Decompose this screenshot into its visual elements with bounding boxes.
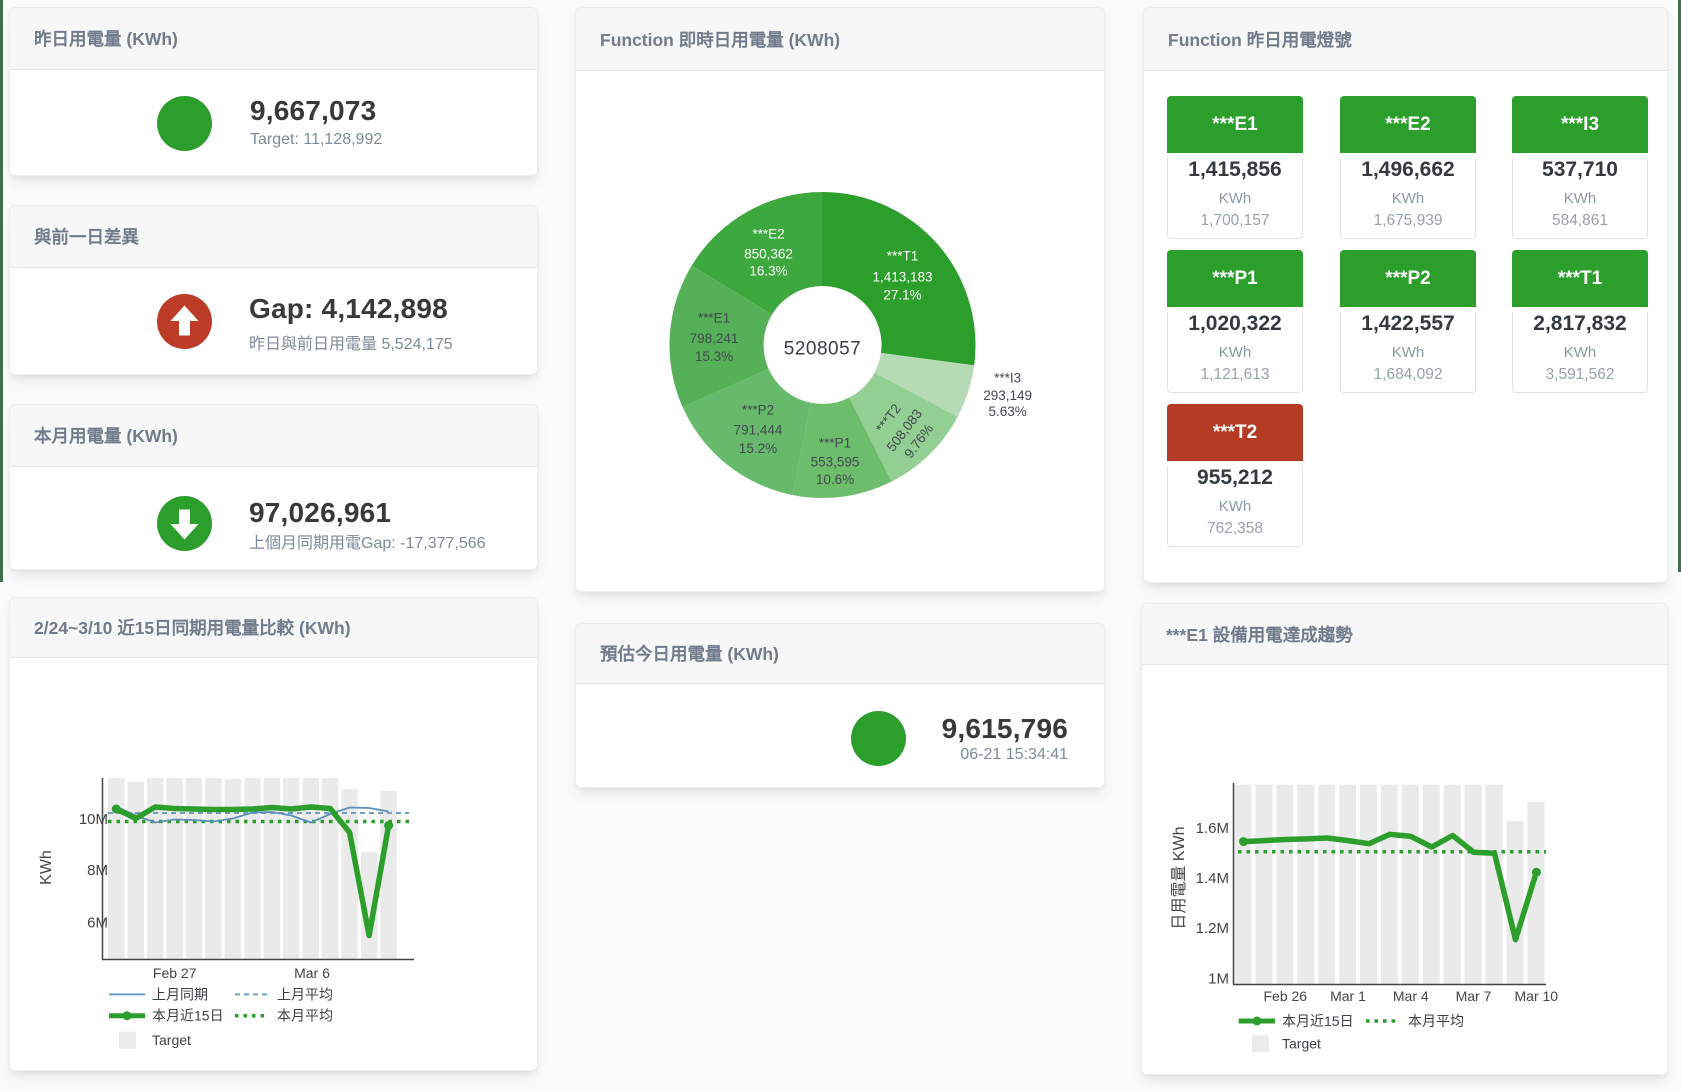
svg-text:791,444: 791,444 <box>734 423 783 438</box>
svg-text:8M: 8M <box>87 862 108 879</box>
svg-text:Mar 10: Mar 10 <box>1515 988 1559 1004</box>
svg-text:1M: 1M <box>1208 970 1229 987</box>
svg-text:1.4M: 1.4M <box>1196 870 1229 887</box>
svg-text:本月近15日: 本月近15日 <box>152 1008 224 1024</box>
svg-text:Mar 6: Mar 6 <box>294 965 330 981</box>
svg-text:本月近15日: 本月近15日 <box>1282 1013 1354 1029</box>
svg-text:10M: 10M <box>79 811 108 828</box>
svg-text:15.2%: 15.2% <box>739 441 777 456</box>
svg-text:Mar 7: Mar 7 <box>1456 988 1492 1004</box>
svg-text:1,413,183: 1,413,183 <box>872 270 932 285</box>
svg-text:293,149: 293,149 <box>983 388 1032 403</box>
svg-text:上月平均: 上月平均 <box>277 986 333 1002</box>
svg-text:Target: Target <box>152 1032 191 1048</box>
svg-text:***P2: ***P2 <box>742 402 774 417</box>
svg-text:***T1: ***T1 <box>887 249 919 264</box>
svg-text:Feb 27: Feb 27 <box>153 965 197 981</box>
svg-text:***I3: ***I3 <box>994 370 1021 385</box>
svg-text:15.3%: 15.3% <box>695 349 733 364</box>
svg-text:5208057: 5208057 <box>784 339 861 360</box>
svg-text:Feb 26: Feb 26 <box>1264 988 1308 1004</box>
svg-text:6M: 6M <box>87 914 108 931</box>
svg-text:本月平均: 本月平均 <box>1408 1013 1464 1029</box>
svg-text:5.63%: 5.63% <box>988 404 1026 419</box>
svg-text:Mar 4: Mar 4 <box>1393 988 1429 1004</box>
svg-text:27.1%: 27.1% <box>883 288 921 303</box>
svg-text:***E1: ***E1 <box>698 311 730 326</box>
svg-text:10.6%: 10.6% <box>816 472 854 487</box>
svg-text:日用電量 KWh: 日用電量 KWh <box>1171 826 1188 929</box>
svg-text:***E2: ***E2 <box>752 226 784 241</box>
svg-text:1.6M: 1.6M <box>1196 820 1229 837</box>
svg-text:上月同期: 上月同期 <box>152 986 208 1002</box>
svg-text:553,595: 553,595 <box>811 455 860 470</box>
svg-text:本月平均: 本月平均 <box>277 1008 333 1024</box>
svg-text:850,362: 850,362 <box>744 247 793 262</box>
svg-text:***P1: ***P1 <box>819 435 851 450</box>
svg-text:Mar 1: Mar 1 <box>1330 988 1366 1004</box>
svg-text:798,241: 798,241 <box>690 331 739 346</box>
svg-text:1.2M: 1.2M <box>1196 920 1229 937</box>
svg-text:16.3%: 16.3% <box>749 264 787 279</box>
svg-text:Target: Target <box>1282 1036 1321 1052</box>
svg-text:KWh: KWh <box>38 850 55 885</box>
